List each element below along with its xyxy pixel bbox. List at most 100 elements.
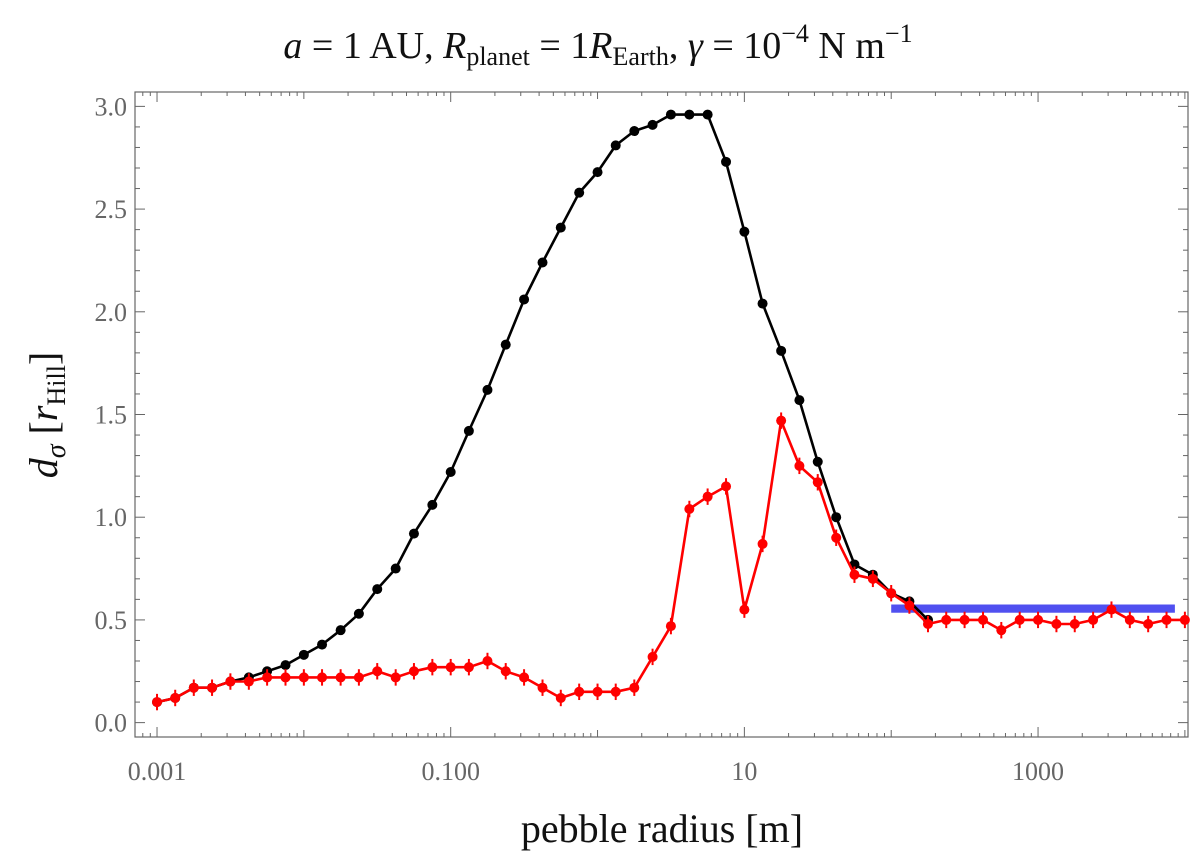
black-point [702, 109, 713, 120]
black-point [776, 345, 787, 356]
red-point [500, 666, 511, 677]
black-point [408, 528, 419, 539]
red-point [610, 686, 621, 697]
red-point [1106, 604, 1117, 615]
red-point [941, 614, 952, 625]
red-point [794, 460, 805, 471]
y-tick-label: 1.0 [95, 503, 128, 532]
black-point [739, 226, 750, 237]
red-point [739, 604, 750, 615]
red-point [647, 651, 658, 662]
red-point [904, 600, 915, 611]
black-point [537, 257, 548, 268]
red-point [262, 672, 273, 683]
red-point [353, 672, 364, 683]
red-point [776, 415, 787, 426]
black-point [280, 660, 291, 671]
series-layer [152, 109, 1190, 711]
black-point [665, 109, 676, 120]
black-point [372, 584, 383, 595]
red-point [243, 676, 254, 687]
x-axis: 0.001 0.100 10 1000 [128, 92, 1186, 786]
black-series [152, 109, 933, 708]
black-point [684, 109, 695, 120]
black-point [298, 649, 309, 660]
y-tick-label: 1.5 [95, 401, 128, 430]
red-point [225, 676, 236, 687]
red-point [482, 655, 493, 666]
x-tick-label: 10 [731, 757, 757, 786]
black-point [390, 563, 401, 574]
red-point [463, 662, 474, 673]
y-tick-label: 0.0 [95, 709, 128, 738]
red-point [170, 692, 181, 703]
red-point [445, 662, 456, 673]
red-point [996, 625, 1007, 636]
black-point [629, 126, 640, 137]
x-axis-title: pebble radius [m] [521, 806, 803, 851]
black-point [812, 456, 823, 467]
blue-band [891, 604, 1175, 613]
red-point [1088, 614, 1099, 625]
black-point [647, 119, 658, 130]
red-point [978, 614, 989, 625]
red-point [665, 621, 676, 632]
red-point [849, 569, 860, 580]
black-point [519, 294, 530, 305]
red-point [959, 614, 970, 625]
y-axis-title: dσ [rHill] [21, 352, 72, 479]
black-point [757, 298, 768, 309]
black-point [482, 384, 493, 395]
x-tick-label: 0.001 [128, 757, 187, 786]
red-point [335, 672, 346, 683]
red-point [702, 491, 713, 502]
red-point [298, 672, 309, 683]
red-point [537, 682, 548, 693]
black-point [721, 156, 732, 167]
black-point [317, 639, 328, 650]
black-series-line [156, 113, 929, 704]
red-point [721, 481, 732, 492]
red-point [1179, 614, 1190, 625]
red-point [207, 682, 218, 693]
black-point [831, 512, 842, 523]
red-point [390, 672, 401, 683]
red-point [574, 686, 585, 697]
black-point [592, 167, 603, 178]
blue-band-layer [891, 604, 1175, 613]
red-point [427, 662, 438, 673]
y-axis: 0.0 0.5 1.0 1.5 2.0 2.5 3.0 [95, 92, 1188, 738]
red-point [1033, 614, 1044, 625]
red-point [592, 686, 603, 697]
red-point [1143, 619, 1154, 630]
red-point [372, 666, 383, 677]
red-point [519, 672, 530, 683]
x-tick-label: 0.100 [421, 757, 480, 786]
red-point [152, 697, 163, 708]
red-series-line [156, 419, 1185, 704]
red-point [1161, 614, 1172, 625]
red-point [280, 672, 291, 683]
black-point [463, 425, 474, 436]
black-point [794, 395, 805, 406]
red-point [555, 692, 566, 703]
black-point [610, 140, 621, 151]
red-point [757, 538, 768, 549]
black-point [427, 499, 438, 510]
red-point [812, 477, 823, 488]
red-point [1051, 619, 1062, 630]
x-tick-label: 1000 [1012, 757, 1064, 786]
red-point [188, 682, 199, 693]
y-tick-label: 2.5 [95, 195, 128, 224]
red-point [831, 532, 842, 543]
red-point [1124, 614, 1135, 625]
red-series [152, 412, 1190, 711]
black-point [335, 625, 346, 636]
y-tick-label: 0.5 [95, 606, 128, 635]
y-tick-label: 3.0 [95, 92, 128, 121]
black-point [445, 467, 456, 478]
y-tick-label: 2.0 [95, 298, 128, 327]
red-point [922, 619, 933, 630]
red-point [1014, 614, 1025, 625]
